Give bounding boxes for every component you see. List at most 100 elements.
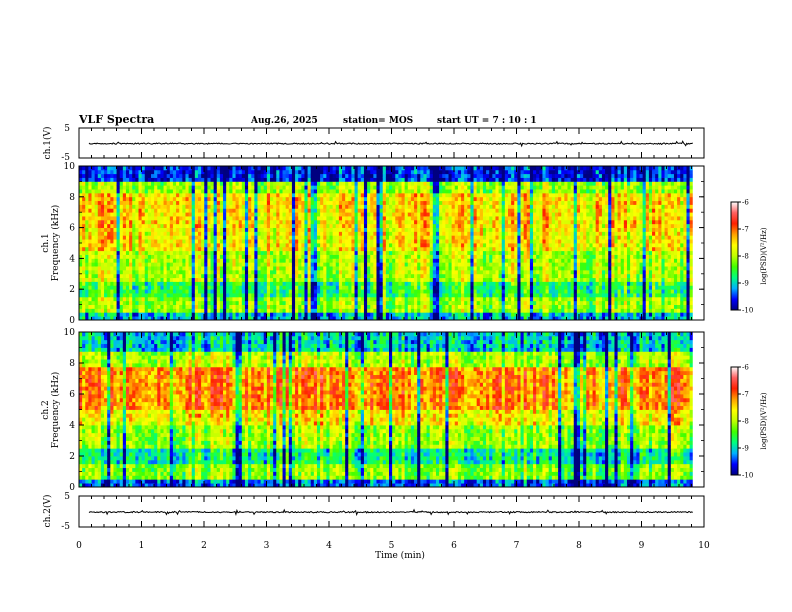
- spectrogram-cell: [91, 246, 96, 252]
- spectrogram-cell: [110, 254, 114, 259]
- spectrogram-cell: [332, 212, 337, 217]
- spectrogram-cell: [248, 266, 252, 271]
- spectrogram-cell: [182, 316, 186, 321]
- spectrogram-cell: [219, 185, 224, 190]
- spectrogram-cell: [332, 177, 337, 182]
- spectrogram-cell: [342, 231, 346, 236]
- spectrogram-cell: [185, 223, 189, 228]
- spectrogram-cell: [129, 212, 133, 217]
- spectrogram-cell: [407, 304, 412, 309]
- spectrogram-cell: [392, 266, 396, 271]
- spectrogram-cell: [398, 312, 402, 317]
- spectrogram-cell: [191, 281, 196, 286]
- spectrogram-cell: [442, 277, 446, 282]
- spectrogram-cell: [282, 239, 287, 244]
- spectrogram-cell: [423, 196, 427, 202]
- spectrogram-cell: [266, 262, 271, 267]
- spectrogram-cell: [125, 269, 130, 275]
- spectrogram-cell: [376, 219, 381, 225]
- spectrogram-cell: [342, 285, 346, 290]
- spectrogram-cell: [232, 254, 236, 259]
- spectrogram-cell: [310, 312, 315, 317]
- spectrogram-cell: [163, 216, 168, 221]
- spectrogram-cell: [407, 293, 412, 298]
- spectrogram-cell: [439, 277, 443, 282]
- spectrogram-cell: [417, 235, 421, 240]
- spectrogram-cell: [100, 181, 105, 186]
- spectrogram-cell: [129, 304, 133, 309]
- spectrogram-cell: [163, 192, 168, 198]
- spectrogram-cell: [244, 243, 249, 248]
- spectrogram-cell: [197, 262, 202, 267]
- spectrogram-cell: [204, 285, 208, 290]
- spectrogram-cell: [345, 262, 349, 267]
- spectrogram-cell: [326, 216, 330, 221]
- spectrogram-cell: [154, 285, 158, 290]
- spectrogram-cell: [113, 235, 117, 240]
- spectrogram-cell: [238, 166, 243, 171]
- spectrogram-cell: [248, 239, 252, 244]
- spectrogram-cell: [194, 304, 199, 309]
- spectrogram-cell: [223, 277, 227, 282]
- spectrogram-cell: [229, 216, 233, 221]
- spectrogram-cell: [357, 208, 362, 213]
- spectrogram-cell: [194, 227, 199, 232]
- spectrogram-cell: [392, 281, 396, 286]
- spectrogram-cell: [414, 289, 418, 294]
- spectrogram-cell: [342, 239, 346, 244]
- spectrogram-cell: [345, 177, 349, 182]
- spectrogram-cell: [417, 239, 421, 244]
- spectrogram-cell: [467, 243, 471, 248]
- spectrogram-cell: [392, 166, 396, 171]
- spectrogram-cell: [147, 285, 152, 290]
- spectrogram-cell: [285, 235, 290, 240]
- spectrogram-cell: [351, 316, 355, 321]
- spectrogram-cell: [342, 254, 346, 259]
- spectrogram-cell: [285, 208, 290, 213]
- spectrogram-cell: [97, 312, 102, 317]
- spectrogram-cell: [445, 254, 449, 259]
- spectrogram-cell: [439, 285, 443, 290]
- spectrogram-cell: [417, 204, 421, 209]
- spectrogram-cell: [370, 216, 374, 221]
- spectrogram-cell: [401, 250, 406, 255]
- spectrogram-cell: [376, 273, 381, 279]
- spectrogram-cell: [197, 216, 202, 221]
- spectrogram-cell: [273, 266, 277, 271]
- spectrogram-cell: [119, 312, 124, 317]
- spectrogram-cell: [382, 189, 387, 194]
- spectrogram-cell: [464, 200, 468, 205]
- spectrogram-cell: [166, 227, 171, 232]
- spectrogram-cell: [332, 281, 337, 286]
- spectrogram-cell: [414, 204, 418, 209]
- spectrogram-cell: [107, 212, 111, 217]
- spectrogram-cell: [194, 243, 199, 248]
- spectrogram-cell: [110, 250, 114, 255]
- spectrogram-cell: [451, 304, 456, 309]
- spectrogram-cell: [154, 250, 158, 255]
- spectrogram-cell: [182, 235, 186, 240]
- spectrogram-cell: [426, 266, 431, 271]
- spectrogram-cell: [248, 316, 252, 321]
- spectrogram-cell: [423, 285, 427, 290]
- spectrogram-cell: [163, 254, 168, 259]
- spectrogram-cell: [454, 250, 459, 255]
- spectrogram-cell: [291, 254, 296, 259]
- spectrogram-cell: [389, 254, 393, 259]
- spectrogram-cell: [348, 262, 352, 267]
- spectrogram-cell: [141, 246, 146, 252]
- spectrogram-cell: [304, 281, 308, 286]
- spectrogram-cell: [185, 304, 189, 309]
- spectrogram-cell: [304, 258, 308, 263]
- spectrogram-cell: [85, 235, 89, 240]
- spectrogram-cell: [270, 173, 274, 178]
- spectrogram-cell: [401, 219, 406, 225]
- spectrogram-cell: [288, 281, 293, 286]
- spectrogram-cell: [113, 208, 117, 213]
- spectrogram-cell: [398, 281, 402, 286]
- spectrogram-cell: [345, 169, 349, 175]
- spectrogram-cell: [229, 200, 233, 205]
- spectrogram-cell: [104, 258, 108, 263]
- spectrogram-cell: [392, 289, 396, 294]
- spectrogram-cell: [248, 196, 252, 202]
